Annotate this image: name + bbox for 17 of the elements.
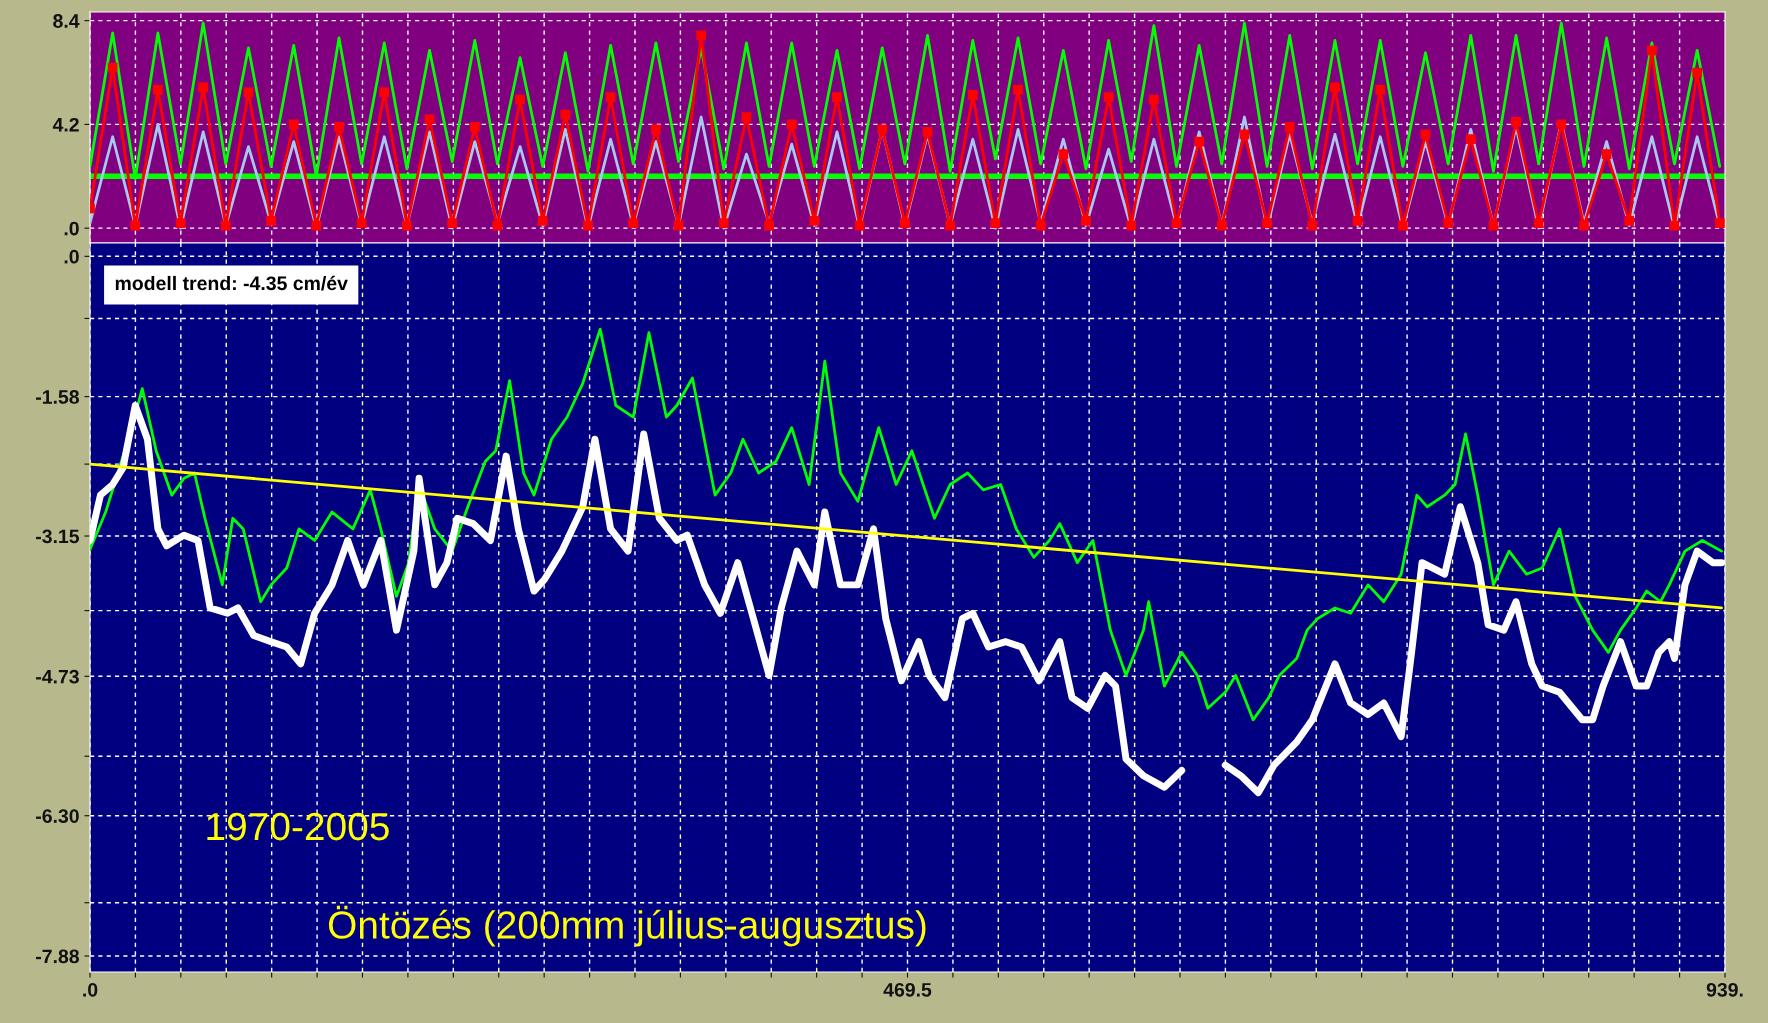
line-series	[90, 327, 1723, 722]
y-tick-label: -4.73	[36, 669, 79, 684]
x-tick-label: .0	[83, 982, 98, 997]
y-tick-label: -3.15	[36, 529, 80, 544]
y-tick-label: -7.88	[36, 949, 79, 964]
y-tick-label: 8.4	[53, 14, 80, 28]
x-tick-label: 469.5	[883, 982, 932, 997]
y-tick-label: .0	[64, 249, 79, 264]
annotation: Öntözés (200mm július-augusztus)	[328, 905, 926, 947]
text: -6.30	[36, 809, 79, 823]
y-tick-label: -1.58	[36, 390, 79, 404]
y-tick-label: .0	[64, 221, 79, 236]
annotation: modell trend: -4.35 cm/év	[115, 275, 348, 291]
x-tick-label: 939.	[1706, 982, 1743, 997]
line-series	[90, 21, 1722, 181]
y-tick-label: 4.2	[52, 117, 79, 132]
annotation: 1970-2005	[207, 812, 389, 841]
